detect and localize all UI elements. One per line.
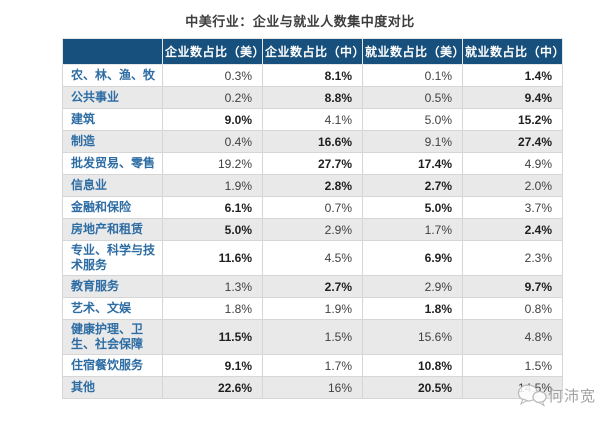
cell-value: 1.8% xyxy=(362,297,463,320)
cell-value: 11.5% xyxy=(162,319,263,355)
cell-value: 0.8% xyxy=(462,297,563,320)
cell-value: 2.0% xyxy=(462,174,563,197)
cell-value: 0.3% xyxy=(162,64,263,87)
cell-value: 0.5% xyxy=(362,86,463,109)
table-row: 教育服务 1.3% 2.7% 2.9% 9.7% xyxy=(62,275,563,298)
cell-value: 9.7% xyxy=(462,275,563,298)
row-label: 专业、科学与技术服务 xyxy=(62,240,163,276)
row-label: 教育服务 xyxy=(62,275,163,298)
cell-value: 4.5% xyxy=(262,240,363,276)
cell-value: 5.0% xyxy=(362,196,463,219)
table-row: 建筑 9.0% 4.1% 5.0% 15.2% xyxy=(62,108,563,131)
header-cell-us-employment: 就业数占比（美） xyxy=(362,38,465,65)
cell-value: 20.5% xyxy=(362,376,463,399)
cell-value: 19.2% xyxy=(162,152,263,175)
cell-value: 2.7% xyxy=(262,275,363,298)
cell-value: 9.0% xyxy=(162,108,263,131)
cell-value: 4.8% xyxy=(462,319,563,355)
row-label: 制造 xyxy=(62,130,163,153)
cell-value: 8.8% xyxy=(262,86,363,109)
cell-value: 1.4% xyxy=(462,64,563,87)
cell-value: 2.4% xyxy=(462,218,563,241)
cell-value: 1.5% xyxy=(462,354,563,377)
cell-value: 9.1% xyxy=(162,354,263,377)
cell-value: 27.4% xyxy=(462,130,563,153)
row-label: 建筑 xyxy=(62,108,163,131)
cell-value: 0.2% xyxy=(162,86,263,109)
row-label: 信息业 xyxy=(62,174,163,197)
cell-value: 6.9% xyxy=(362,240,463,276)
row-label: 房地产和租赁 xyxy=(62,218,163,241)
cell-value: 5.0% xyxy=(362,108,463,131)
header-cell-empty xyxy=(62,38,163,65)
table-row: 信息业 1.9% 2.8% 2.7% 2.0% xyxy=(62,174,563,197)
cell-value: 2.8% xyxy=(262,174,363,197)
cell-value: 5.0% xyxy=(162,218,263,241)
cell-value: 2.7% xyxy=(362,174,463,197)
concentration-table: 企业数占比（美） 企业数占比（中） 就业数占比（美） 就业数占比（中） 农、林、… xyxy=(62,38,565,399)
table-row: 艺术、文娱 1.8% 1.9% 1.8% 0.8% xyxy=(62,297,563,320)
cell-value: 8.1% xyxy=(262,64,363,87)
row-label: 农、林、渔、牧 xyxy=(62,64,163,87)
cell-value: 0.4% xyxy=(162,130,263,153)
cell-value: 15.2% xyxy=(462,108,563,131)
cell-value: 15.6% xyxy=(362,319,463,355)
cell-value: 4.1% xyxy=(262,108,363,131)
header-row: 企业数占比（美） 企业数占比（中） 就业数占比（美） 就业数占比（中） xyxy=(62,38,565,65)
cell-value: 1.9% xyxy=(162,174,263,197)
table-row: 住宿餐饮服务 9.1% 1.7% 10.8% 1.5% xyxy=(62,354,563,377)
cell-value: 1.9% xyxy=(262,297,363,320)
table-row: 房地产和租赁 5.0% 2.9% 1.7% 2.4% xyxy=(62,218,563,241)
cell-value: 16.6% xyxy=(262,130,363,153)
row-label: 公共事业 xyxy=(62,86,163,109)
cell-value: 1.5% xyxy=(262,319,363,355)
table-body: 农、林、渔、牧 0.3% 8.1% 0.1% 1.4% 公共事业 0.2% 8.8% 0.5% 9… xyxy=(62,64,563,399)
cell-value: 1.7% xyxy=(262,354,363,377)
cell-value: 1.7% xyxy=(362,218,463,241)
row-label: 其他 xyxy=(62,376,163,399)
row-label: 住宿餐饮服务 xyxy=(62,354,163,377)
cell-value: 14.5% xyxy=(462,376,563,399)
cell-value: 3.7% xyxy=(462,196,563,219)
cell-value: 1.8% xyxy=(162,297,263,320)
table-row: 批发贸易、零售 19.2% 27.7% 17.4% 4.9% xyxy=(62,152,563,175)
cell-value: 27.7% xyxy=(262,152,363,175)
cell-value: 10.8% xyxy=(362,354,463,377)
cell-value: 1.3% xyxy=(162,275,263,298)
table-row: 制造 0.4% 16.6% 9.1% 27.4% xyxy=(62,130,563,153)
cell-value: 2.3% xyxy=(462,240,563,276)
row-label: 批发贸易、零售 xyxy=(62,152,163,175)
cell-value: 0.7% xyxy=(262,196,363,219)
table-row: 健康护理、卫生、社会保障 11.5% 1.5% 15.6% 4.8% xyxy=(62,319,563,355)
cell-value: 22.6% xyxy=(162,376,263,399)
cell-value: 4.9% xyxy=(462,152,563,175)
header-cell-cn-employment: 就业数占比（中） xyxy=(462,38,565,65)
row-label: 健康护理、卫生、社会保障 xyxy=(62,319,163,355)
cell-value: 9.1% xyxy=(362,130,463,153)
cell-value: 2.9% xyxy=(362,275,463,298)
chart-title: 中美行业：企业与就业人数集中度对比 xyxy=(185,14,415,29)
cell-value: 11.6% xyxy=(162,240,263,276)
cell-value: 16% xyxy=(262,376,363,399)
cell-value: 9.4% xyxy=(462,86,563,109)
cell-value: 0.1% xyxy=(362,64,463,87)
table-header: 企业数占比（美） 企业数占比（中） 就业数占比（美） 就业数占比（中） xyxy=(62,38,565,65)
cell-value: 17.4% xyxy=(362,152,463,175)
table-row: 其他 22.6% 16% 20.5% 14.5% xyxy=(62,376,563,399)
cell-value: 6.1% xyxy=(162,196,263,219)
header-cell-cn-enterprises: 企业数占比（中） xyxy=(262,38,365,65)
table-row: 公共事业 0.2% 8.8% 0.5% 9.4% xyxy=(62,86,563,109)
cell-value: 2.9% xyxy=(262,218,363,241)
row-label: 金融和保险 xyxy=(62,196,163,219)
table-row: 金融和保险 6.1% 0.7% 5.0% 3.7% xyxy=(62,196,563,219)
header-cell-us-enterprises: 企业数占比（美） xyxy=(162,38,265,65)
row-label: 艺术、文娱 xyxy=(62,297,163,320)
table-row: 农、林、渔、牧 0.3% 8.1% 0.1% 1.4% xyxy=(62,64,563,87)
table-row: 专业、科学与技术服务 11.6% 4.5% 6.9% 2.3% xyxy=(62,240,563,276)
